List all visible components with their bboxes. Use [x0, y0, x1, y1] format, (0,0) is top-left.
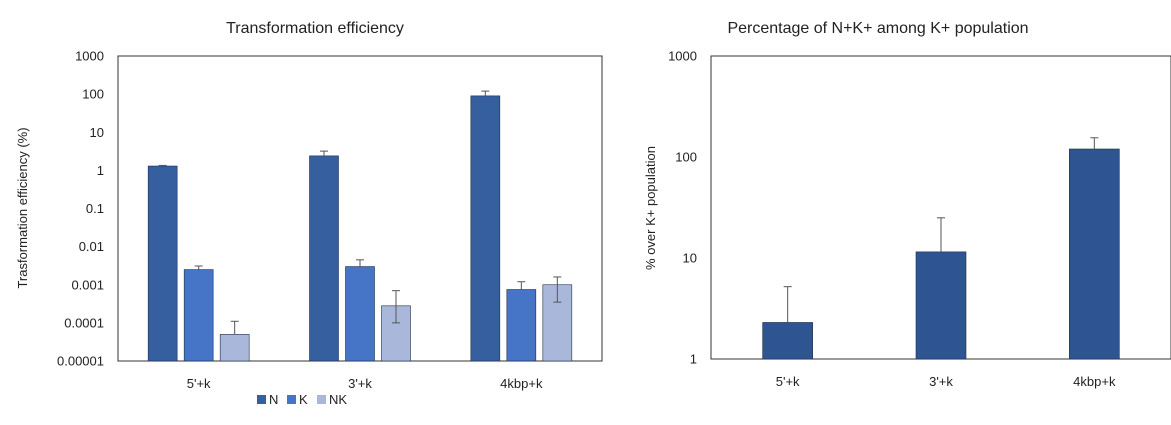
- x-tick-label: 5'+k: [776, 374, 800, 389]
- bars: [762, 137, 1120, 360]
- y-tick-labels: 1000 100 10 1 0.1 0.01 0.001 0.0001 0.00001: [57, 49, 104, 369]
- y-tick-label: 1000: [75, 49, 104, 64]
- legend-swatch-n: [257, 395, 266, 404]
- y-tick-label: 10: [90, 125, 104, 140]
- y-tick-label: 0.00001: [57, 354, 104, 369]
- bar-value-0: [762, 322, 813, 360]
- y-tick-label: 100: [82, 87, 104, 102]
- y-tick-label: 100: [675, 150, 697, 165]
- bar-k-2: [506, 289, 537, 362]
- legend-label: K: [299, 392, 308, 407]
- bar-k-1: [345, 266, 375, 362]
- x-tick-label: 4kbp+k: [1073, 374, 1116, 389]
- y-tick-label: 0.01: [79, 239, 104, 254]
- bar-nk-0: [219, 334, 250, 362]
- bar-k-0: [183, 269, 214, 362]
- y-tick-label: 0.1: [86, 201, 104, 216]
- y-tick-labels: 1000 100 10 1: [668, 49, 697, 367]
- y-tick-label: 0.001: [71, 277, 104, 292]
- y-tick-label: 10: [683, 251, 697, 266]
- bar-n-1: [309, 155, 339, 362]
- legend-label: N: [269, 392, 278, 407]
- legend: N K NK: [257, 392, 347, 407]
- y-tick-label: 1: [97, 163, 104, 178]
- bar-n-2: [470, 95, 501, 362]
- y-axis-label: Trasformation efficiency (%): [15, 127, 30, 288]
- percentage-nk-chart: Percentage of N+K+ among K+ population %…: [643, 20, 1171, 389]
- bar-n-0: [147, 165, 178, 362]
- x-tick-labels: 5'+k 3'+k 4kbp+k: [187, 376, 543, 391]
- bar-value-1: [915, 251, 967, 360]
- y-tick-label: 1: [690, 352, 697, 367]
- y-axis-label: % over K+ population: [643, 146, 658, 270]
- chart-title: Percentage of N+K+ among K+ population: [727, 20, 1028, 37]
- legend-label: NK: [329, 392, 347, 407]
- x-tick-label: 5'+k: [187, 376, 211, 391]
- bar-value-2: [1069, 148, 1120, 360]
- transformation-efficiency-chart: Transformation efficiency Trasformation …: [15, 20, 603, 407]
- y-tick-label: 1000: [668, 49, 697, 64]
- x-tick-labels: 5'+k 3'+k 4kbp+k: [776, 374, 1116, 389]
- x-tick-label: 3'+k: [929, 374, 953, 389]
- y-tick-label: 0.0001: [64, 315, 104, 330]
- x-tick-label: 4kbp+k: [500, 376, 543, 391]
- legend-swatch-k: [287, 395, 296, 404]
- bars: [147, 90, 573, 362]
- x-tick-label: 3'+k: [348, 376, 372, 391]
- legend-swatch-nk: [317, 395, 326, 404]
- chart-title: Transformation efficiency: [226, 20, 404, 37]
